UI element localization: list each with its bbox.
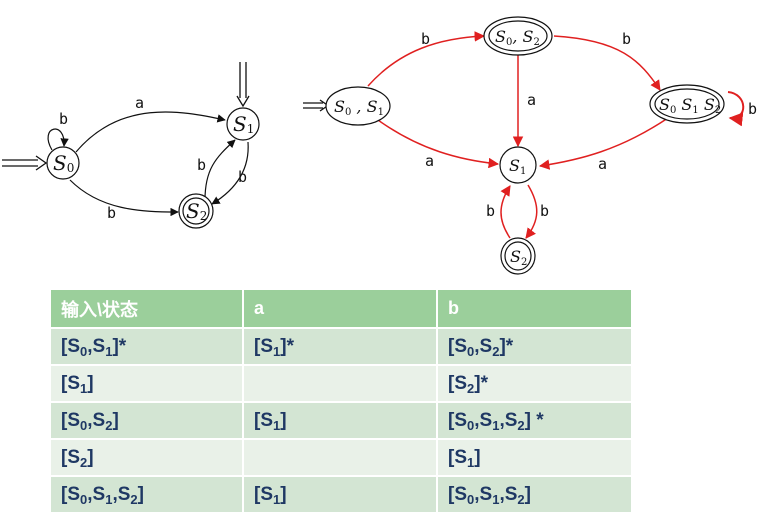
table-cell-state: [S0,S1,S2]: [51, 475, 244, 512]
dfa-edge-label: b: [540, 202, 549, 220]
dfa-state-s2: S2: [500, 237, 536, 275]
svg-text:S0: S0: [53, 151, 74, 175]
dfa-edge-s0s1-s1: [377, 119, 500, 169]
table-row: [S0,S1,S2] [S1] [S0,S1,S2]: [51, 475, 633, 512]
automata-diagram: b a b b b S0 S1 S2: [2, 16, 757, 275]
table-cell-a: [243, 364, 438, 402]
header-state-input: 输入\状态: [51, 290, 244, 328]
dfa-edge-s0s2-s0s1s2: [553, 35, 661, 91]
table-cell-state: [S0,S2]: [51, 401, 244, 439]
nfa-graph: b a b b b S0 S1 S2: [2, 62, 260, 229]
dfa-edge-label: b: [622, 30, 631, 48]
table-cell-a: [S1]*: [243, 327, 438, 365]
svg-text:S0 S1 S2: S0 S1 S2: [659, 95, 721, 116]
dfa-start-arrow: [303, 99, 330, 112]
transition-table-container: 输入\状态 a b [S0,S1]* [S1]* [S0,S2]* [S1] [S2]*…: [51, 290, 633, 512]
svg-text:S0, S2: S0, S2: [495, 27, 540, 48]
nfa-edge-label: a: [135, 94, 144, 112]
nfa-state-s1: S1: [226, 107, 260, 141]
dfa-edge-label: a: [527, 91, 536, 109]
nfa-start-arrow-s1: [236, 62, 250, 108]
header-b: b: [437, 290, 633, 328]
nfa-edge-s2-s1: [204, 139, 236, 201]
nfa-edge-s0-s2: [69, 179, 179, 217]
nfa-edge-label: b: [238, 168, 247, 186]
dfa-edge-s2-s1: [500, 185, 511, 239]
table-cell-a: [S1]: [243, 475, 438, 512]
table-cell-state: [S0,S1]*: [51, 327, 244, 365]
table-header-row: 输入\状态 a b: [51, 290, 633, 328]
nfa-edge-label: b: [107, 204, 116, 222]
table-cell-b: [S0,S1,S2]: [437, 475, 633, 512]
dfa-edge-label: b: [748, 100, 757, 118]
dfa-state-s0s1s2: S0 S1 S2: [649, 84, 725, 124]
table-cell-state: [S1]: [51, 364, 244, 402]
svg-text:S1: S1: [233, 112, 254, 136]
transition-table: 输入\状态 a b [S0,S1]* [S1]* [S0,S2]* [S1] [S2]*…: [51, 290, 633, 512]
dfa-state-s0s1: S0 , S1: [325, 86, 391, 126]
nfa-edge-s0-s1: [75, 111, 226, 153]
table-cell-a: [243, 438, 438, 476]
table-row: [S0,S2] [S1] [S0,S1,S2] *: [51, 401, 633, 439]
nfa-edge-s0-s0: [47, 128, 69, 151]
table-row: [S1] [S2]*: [51, 364, 633, 402]
nfa-edge-label: b: [197, 156, 206, 174]
table-cell-b: [S1]: [437, 438, 633, 476]
table-cell-b: [S0,S1,S2] *: [437, 401, 633, 439]
dfa-state-s1: S1: [499, 146, 537, 184]
table-cell-state: [S2]: [51, 438, 244, 476]
nfa-edge-s1-s2: [211, 141, 249, 205]
dfa-state-s0s2: S0, S2: [483, 16, 553, 56]
svg-text:S2: S2: [186, 199, 207, 223]
nfa-start-arrow-s0: [2, 155, 48, 171]
dfa-edge-label: a: [598, 155, 607, 173]
table-cell-a: [S1]: [243, 401, 438, 439]
header-a: a: [243, 290, 438, 328]
dfa-edge-s0s1-s0s2: [367, 31, 486, 87]
dfa-edge-s0s1s2-s1: [538, 117, 669, 170]
dfa-edge-s1-s2: [525, 184, 538, 239]
table-cell-b: [S2]*: [437, 364, 633, 402]
svg-text:S0 , S1: S0 , S1: [334, 97, 384, 118]
table-cell-b: [S0,S2]*: [437, 327, 633, 365]
dfa-edge-label: a: [425, 152, 434, 170]
dfa-graph: b a a b b a b b S0 , S1 S0, S2 S0 S1 S2 …: [303, 16, 757, 275]
nfa-state-s0: S0: [46, 146, 80, 180]
dfa-edge-label: b: [421, 30, 430, 48]
table-row: [S2] [S1]: [51, 438, 633, 476]
dfa-edge-s0s1s2-s0s1s2: [727, 91, 745, 127]
nfa-edge-label: b: [59, 110, 68, 128]
nfa-state-s2: S2: [178, 193, 214, 229]
dfa-edge-label: b: [486, 202, 495, 220]
table-row: [S0,S1]* [S1]* [S0,S2]*: [51, 327, 633, 365]
